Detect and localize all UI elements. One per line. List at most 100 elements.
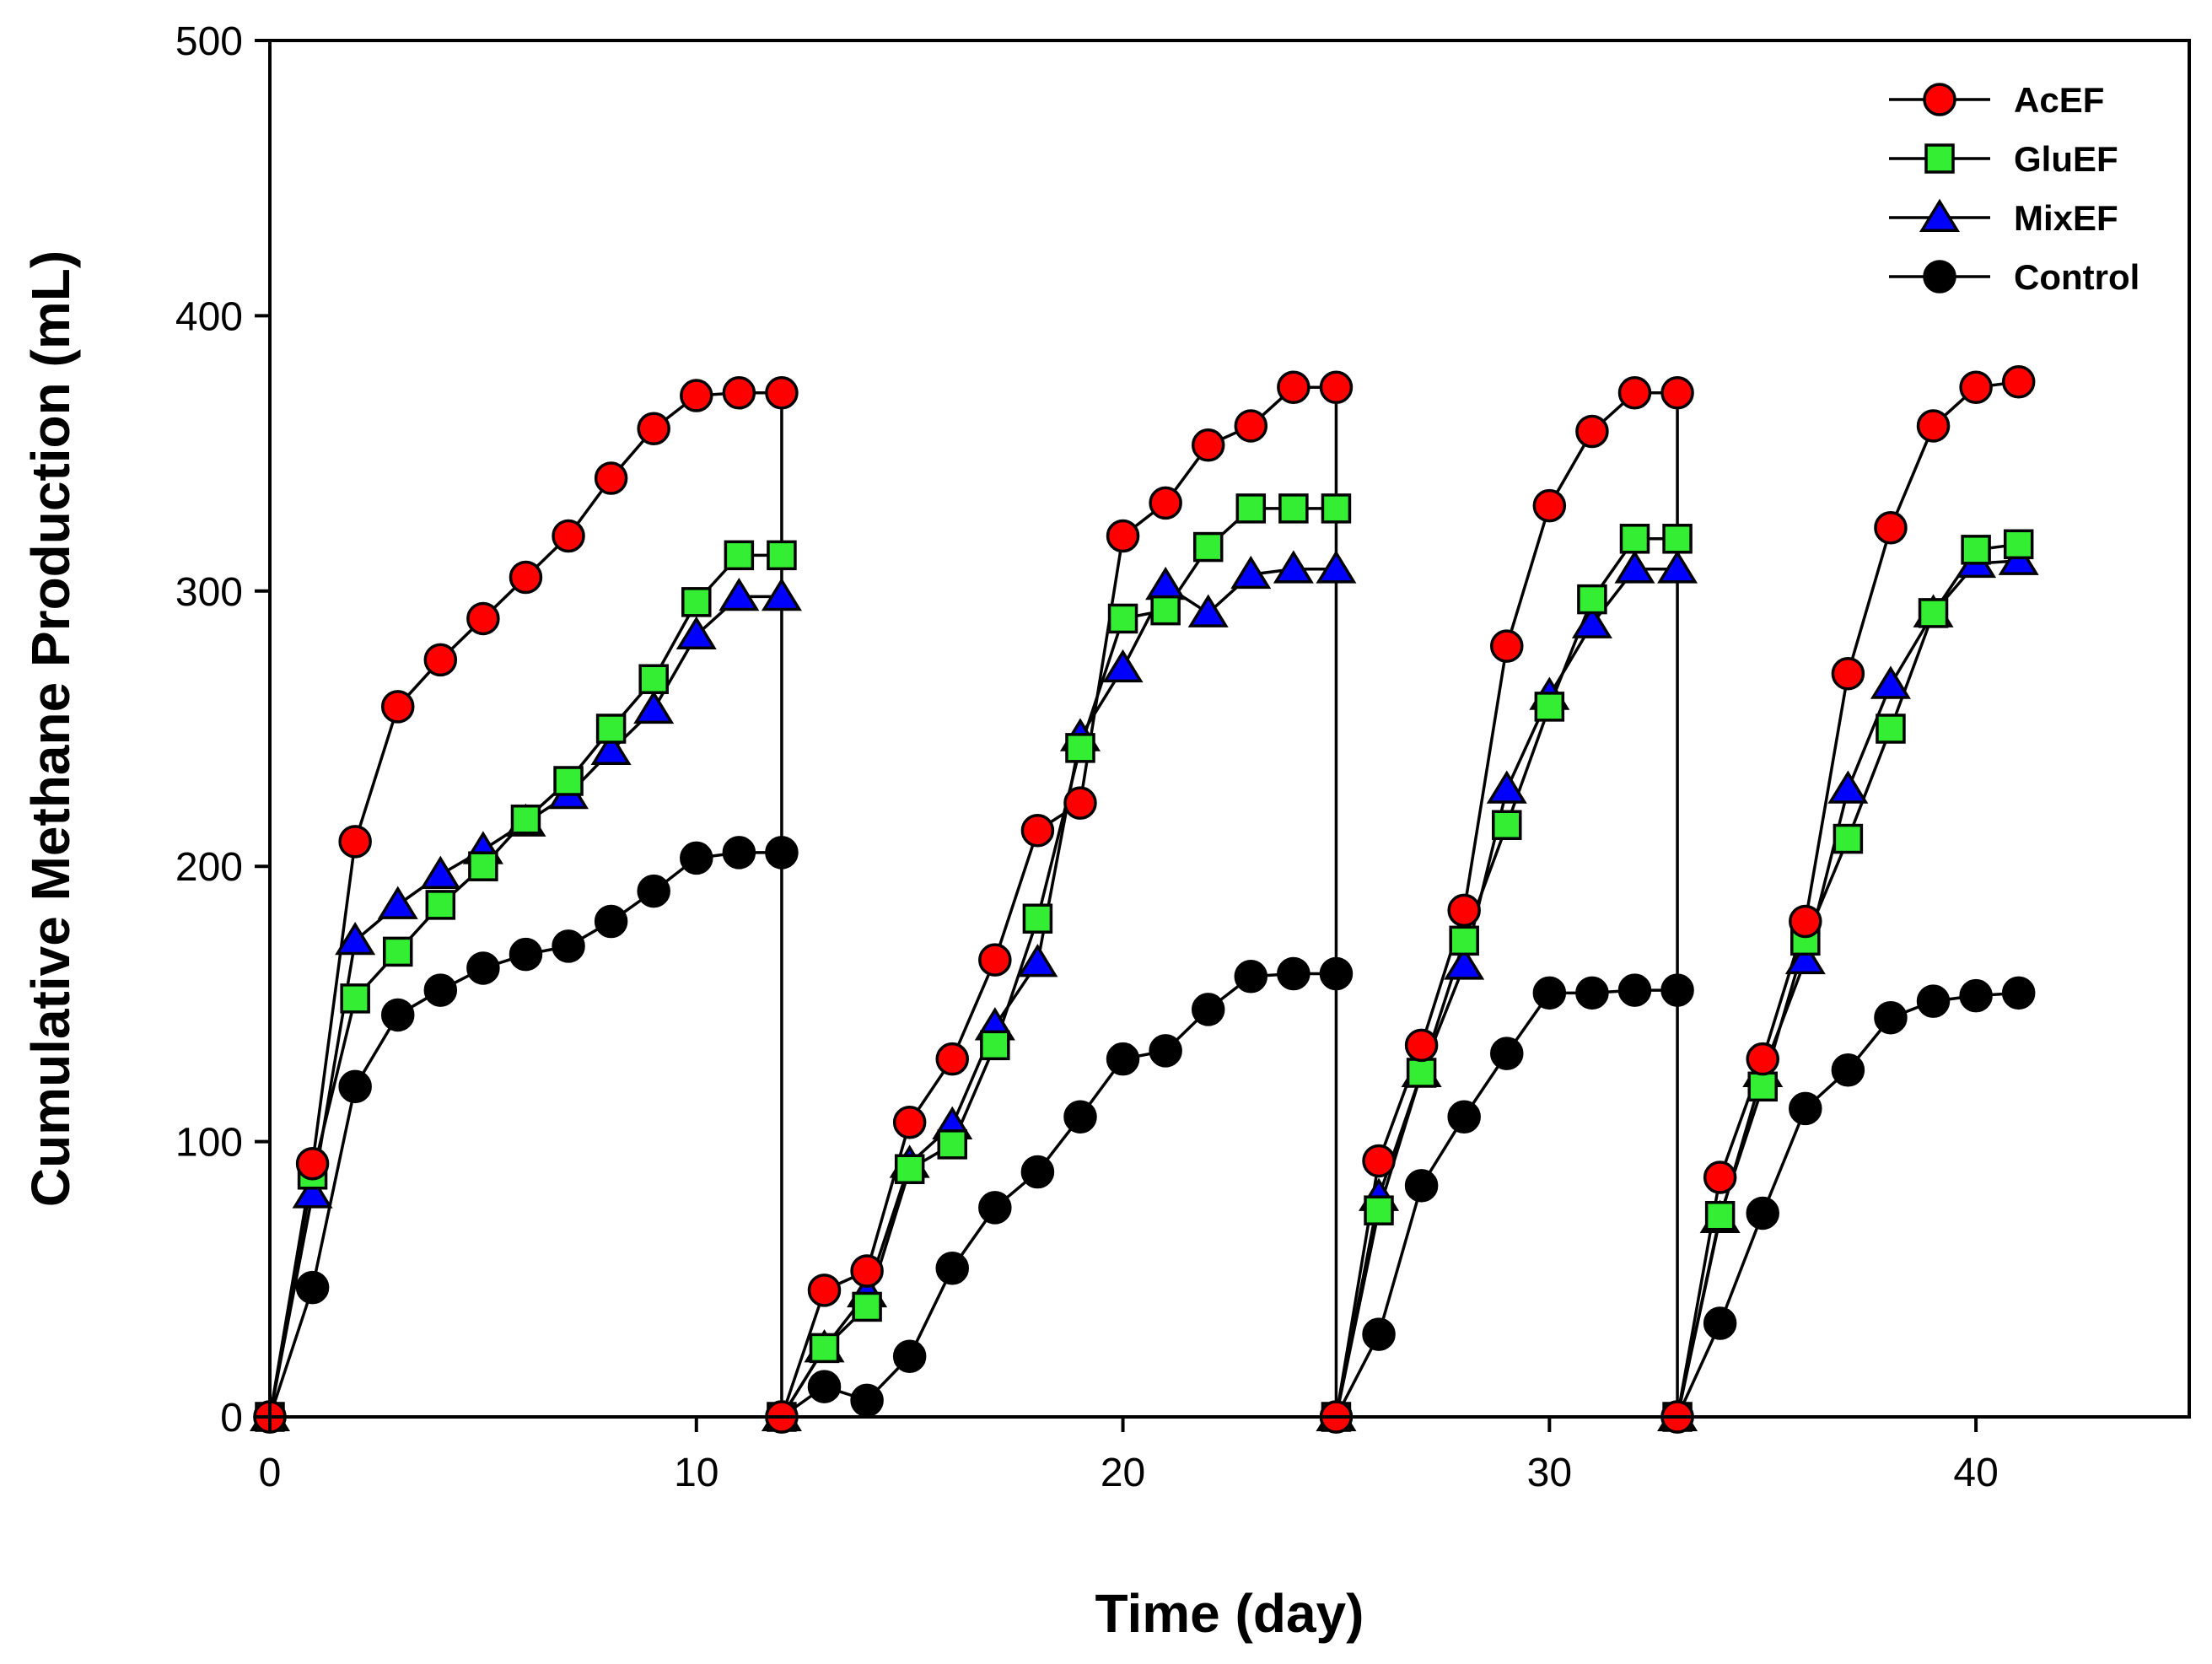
data-point-acef	[1617, 376, 1652, 410]
data-point-mixef	[1827, 770, 1869, 804]
data-point-acef	[1106, 519, 1140, 553]
data-point-control	[1789, 1091, 1822, 1126]
data-point-control	[1319, 956, 1354, 991]
data-point-gluef	[980, 1030, 1010, 1061]
data-point-gluef	[1449, 925, 1479, 956]
data-point-gluef	[1321, 493, 1352, 524]
data-point-mixef	[675, 616, 717, 649]
data-point-acef	[552, 519, 585, 553]
plot-area-frame	[268, 39, 2191, 1419]
x-tick-label: 20	[1101, 1451, 1145, 1495]
data-point-gluef	[809, 1333, 840, 1364]
data-point-mixef	[1102, 649, 1144, 683]
data-point-control	[295, 1270, 330, 1305]
data-point-gluef	[1662, 524, 1693, 554]
data-point-control	[1617, 973, 1652, 1007]
y-tick-label: 500	[175, 19, 243, 64]
data-point-mixef	[1273, 550, 1314, 584]
series-markers	[249, 364, 2039, 1434]
data-point-control	[680, 841, 713, 875]
data-point-mixef	[590, 731, 632, 766]
legend-label-control: Control	[2014, 257, 2139, 297]
data-point-control	[807, 1370, 842, 1403]
data-point-control	[1703, 1306, 1737, 1340]
data-point-gluef	[1833, 823, 1864, 854]
data-point-control	[1404, 1169, 1439, 1203]
data-point-acef	[1191, 428, 1225, 462]
data-point-mixef	[335, 921, 376, 956]
data-point-control	[509, 937, 543, 972]
data-point-gluef	[767, 540, 797, 571]
data-point-acef	[1319, 370, 1354, 405]
data-point-gluef	[595, 714, 627, 744]
data-point-mixef	[292, 1175, 333, 1209]
data-point-acef	[807, 1274, 842, 1307]
data-point-acef	[466, 601, 500, 636]
y-tick-label: 400	[175, 294, 243, 339]
data-point-mixef	[1784, 940, 1826, 975]
data-point-control	[1831, 1053, 1865, 1087]
data-point-control	[1916, 984, 1951, 1018]
data-point-control	[1660, 973, 1694, 1007]
data-point-mixef	[1657, 550, 1698, 584]
data-point-gluef	[1619, 524, 1650, 554]
data-point-gluef	[1704, 1200, 1736, 1231]
data-point-gluef	[1577, 584, 1607, 615]
data-point-acef	[295, 1146, 330, 1181]
data-point-control	[1447, 1100, 1481, 1134]
data-point-acef	[1959, 370, 1993, 405]
data-point-acef	[1746, 1042, 1779, 1076]
data-point-gluef	[681, 587, 712, 617]
data-point-mixef	[1444, 946, 1485, 980]
data-point-control	[765, 836, 799, 870]
data-point-mixef	[1187, 594, 1229, 627]
data-point-gluef	[1406, 1058, 1437, 1088]
legend-label-mixef: MixEF	[2014, 198, 2118, 238]
data-point-mixef	[761, 577, 802, 611]
data-point-control	[935, 1251, 969, 1285]
y-axis-title: Cumulative Methane Production (mL)	[20, 250, 81, 1207]
data-point-gluef	[638, 664, 669, 694]
data-point-gluef	[852, 1291, 882, 1322]
x-tick-label: 10	[674, 1451, 718, 1495]
y-tick-label: 200	[175, 845, 243, 890]
data-point-control	[1362, 1317, 1396, 1351]
data-point-acef	[680, 379, 713, 412]
data-point-acef	[594, 461, 628, 495]
legend-marker-acef	[1923, 83, 1956, 116]
data-point-control	[850, 1383, 884, 1418]
data-point-gluef	[724, 540, 755, 571]
data-point-acef	[1490, 629, 1524, 663]
data-point-acef	[722, 376, 756, 410]
data-point-acef	[637, 412, 670, 445]
data-point-acef	[1874, 510, 1908, 545]
data-point-control	[1959, 978, 1993, 1013]
data-point-gluef	[1192, 531, 1224, 563]
data-point-control	[1532, 976, 1567, 1010]
data-point-gluef	[937, 1129, 967, 1160]
data-point-control	[1063, 1100, 1097, 1134]
data-point-acef	[1149, 486, 1182, 520]
data-point-mixef	[633, 690, 675, 724]
data-point-control	[1277, 956, 1311, 991]
legend-marker-control	[1923, 260, 1956, 293]
data-point-gluef	[340, 983, 370, 1014]
data-point-mixef	[1017, 944, 1058, 977]
data-point-acef	[1020, 814, 1055, 848]
data-point-mixef	[1316, 550, 1357, 584]
data-point-acef	[1831, 656, 1865, 691]
data-point-control	[1106, 1042, 1140, 1076]
y-tick-label: 100	[175, 1121, 243, 1166]
data-point-control	[892, 1339, 927, 1373]
data-point-mixef	[377, 886, 418, 919]
data-point-gluef	[1918, 598, 1949, 628]
data-point-gluef	[553, 766, 584, 796]
data-point-acef	[892, 1106, 927, 1139]
data-point-acef	[1916, 409, 1951, 443]
data-point-acef	[765, 376, 799, 410]
data-point-acef	[1277, 370, 1311, 405]
series-lines	[268, 380, 2019, 1419]
legend-label-acef: AcEF	[2014, 80, 2104, 120]
y-tick-label: 300	[175, 570, 243, 615]
